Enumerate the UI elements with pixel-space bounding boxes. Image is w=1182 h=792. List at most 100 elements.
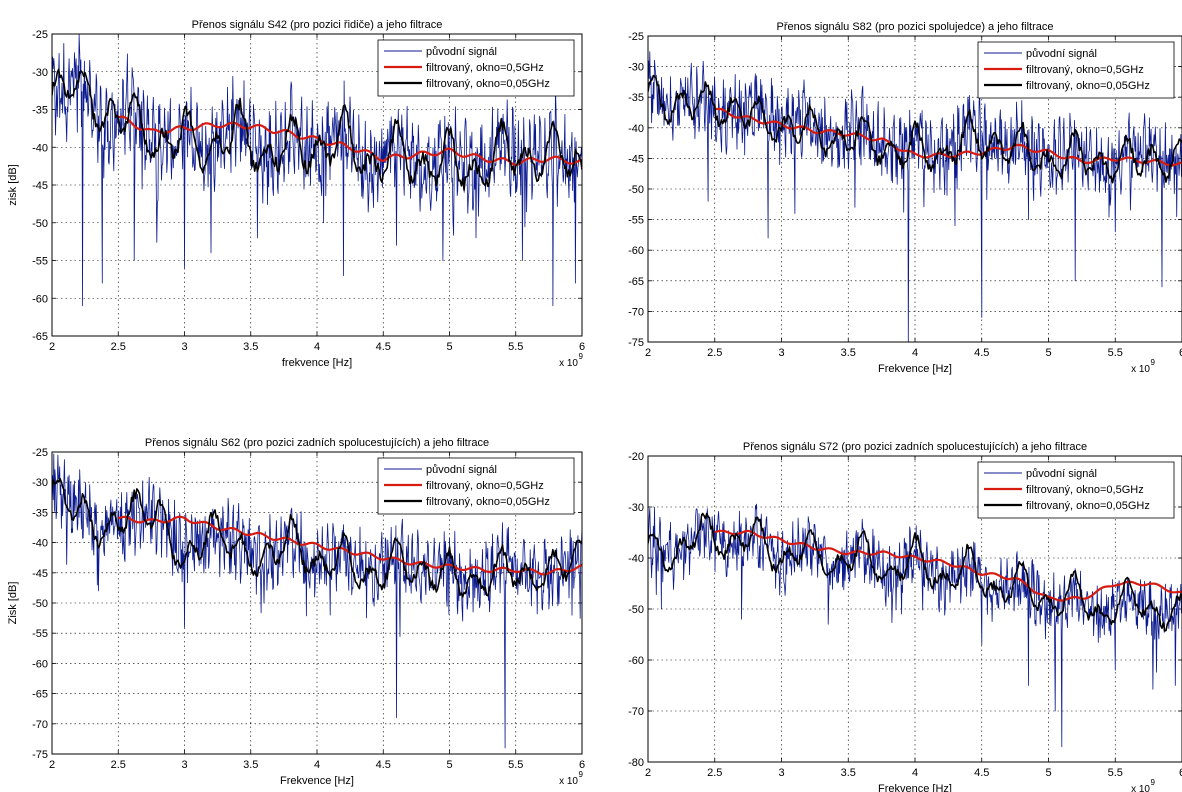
y-axis-label: zisk [dB] xyxy=(7,164,19,206)
y-tick-labels: -25 -30 -35 -40 -45 -50 -55 -60 -65 -70 -75 xyxy=(628,31,644,349)
axes-frame xyxy=(647,455,1182,763)
x-tick-label: 5.5 xyxy=(1108,347,1123,359)
y-tick-label: -60 xyxy=(32,293,48,305)
x-tick-labels: 2 2.5 3 3.5 4 4.5 5 5.5 6 xyxy=(49,341,585,353)
series-line-1 xyxy=(52,453,582,749)
x-axis-label: frekvence [Hz] xyxy=(282,357,352,369)
x-tick-label: 4.5 xyxy=(376,759,391,771)
x-tick-label: 6 xyxy=(579,759,585,771)
chart-title: Přenos signálu S82 (pro pozici spolujedc… xyxy=(777,21,1054,33)
legend-label-2: filtrovaný, okno=0,5GHz xyxy=(426,62,544,74)
x-tick-label: 2 xyxy=(49,759,55,771)
y-tick-label: -55 xyxy=(32,256,48,268)
y-tick-label: -25 xyxy=(628,31,644,43)
x-scale-multiplier: x 109 xyxy=(559,352,583,369)
chart-title: Přenos signálu S72 (pro pozici zadních s… xyxy=(743,441,1087,453)
x-tick-label: 6 xyxy=(1179,767,1182,779)
y-tick-label: -50 xyxy=(628,604,644,616)
series-group xyxy=(648,51,1182,342)
x-tick-label: 2 xyxy=(49,341,55,353)
axes-frame xyxy=(51,451,583,755)
y-tick-label: -45 xyxy=(628,153,644,165)
chart-2: 2 2.5 3 3.5 4 4.5 5 5.5 6 -25 -30 -35 -40 -45 -50 -55 -6… xyxy=(628,21,1182,375)
chart-title: Přenos signálu S42 (pro pozici řidiče) a… xyxy=(192,19,443,31)
x-scale-label: x 10 xyxy=(1131,364,1150,375)
x-tick-labels: 2 2.5 3 3.5 4 4.5 5 5.5 6 xyxy=(645,767,1182,779)
series-group xyxy=(52,34,582,307)
y-tick-label: -75 xyxy=(628,337,644,349)
x-tick-label: 4 xyxy=(912,347,918,359)
x-tick-label: 4.5 xyxy=(376,341,391,353)
y-tick-label: -55 xyxy=(628,215,644,227)
x-scale-exponent: 9 xyxy=(1151,358,1156,367)
y-tick-label: -25 xyxy=(32,29,48,41)
x-tick-label: 5.5 xyxy=(508,341,523,353)
y-tick-label: -20 xyxy=(628,451,644,463)
x-scale-multiplier: x 109 xyxy=(559,770,583,787)
y-tick-label: -40 xyxy=(32,142,48,154)
series-group xyxy=(52,453,582,749)
x-scale-exponent: 9 xyxy=(1151,778,1156,787)
series-line-3 xyxy=(52,477,582,598)
y-tick-label: -70 xyxy=(32,719,48,731)
y-tick-label: -40 xyxy=(628,123,644,135)
x-tick-label: 2 xyxy=(645,347,651,359)
x-tick-labels: 2 2.5 3 3.5 4 4.5 5 5.5 6 xyxy=(645,347,1182,359)
y-tick-label: -70 xyxy=(628,706,644,718)
x-tick-label: 4 xyxy=(314,759,320,771)
legend-label-3: filtrovaný, okno=0,05GHz xyxy=(426,78,550,90)
x-axis-label: Frekvence [Hz] xyxy=(878,783,952,792)
x-tick-label: 3 xyxy=(181,759,187,771)
y-tick-label: -45 xyxy=(32,568,48,580)
series-line-3 xyxy=(648,512,1182,632)
y-tick-label: -35 xyxy=(32,105,48,117)
x-tick-label: 3 xyxy=(181,341,187,353)
x-tick-label: 4 xyxy=(314,341,320,353)
y-tick-label: -25 xyxy=(32,447,48,459)
x-tick-label: 6 xyxy=(1179,347,1182,359)
x-tick-label: 6 xyxy=(579,341,585,353)
axes-frame xyxy=(51,33,583,337)
x-axis-label: Frekvence [Hz] xyxy=(280,775,354,787)
legend-label-1: původní signál xyxy=(1026,48,1097,60)
y-tick-labels: -25 -30 -35 -40 -45 -50 -55 -60 -65 -70 -75 xyxy=(32,447,48,761)
x-scale-label: x 10 xyxy=(1131,784,1150,792)
y-tick-label: -30 xyxy=(32,477,48,489)
legend-label-2: filtrovaný, okno=0,5GHz xyxy=(426,480,544,492)
x-tick-label: 5.5 xyxy=(1108,767,1123,779)
x-tick-label: 4 xyxy=(912,767,918,779)
legend-label-1: původní signál xyxy=(426,46,497,58)
series-group xyxy=(648,503,1182,748)
x-tick-label: 5 xyxy=(1045,767,1051,779)
y-tick-label: -40 xyxy=(628,553,644,565)
legend-label-1: původní signál xyxy=(426,464,497,476)
x-tick-label: 3.5 xyxy=(841,767,856,779)
axes-frame xyxy=(647,35,1182,343)
x-tick-label: 5.5 xyxy=(508,759,523,771)
y-tick-label: -80 xyxy=(628,757,644,769)
x-scale-label: x 10 xyxy=(559,776,578,787)
chart-title: Přenos signálu S62 (pro pozici zadních s… xyxy=(145,437,489,449)
x-tick-label: 2.5 xyxy=(707,347,722,359)
y-tick-label: -50 xyxy=(628,184,644,196)
x-tick-label: 3.5 xyxy=(243,759,258,771)
x-tick-label: 4.5 xyxy=(974,767,989,779)
series-line-2 xyxy=(714,529,1182,602)
chart-1: 2 2.5 3 3.5 4 4.5 5 5.5 6 -25 -30 -35 -40 -45 -50 -55 -6… xyxy=(7,19,585,369)
x-tick-label: 4.5 xyxy=(974,347,989,359)
x-tick-label: 2.5 xyxy=(111,759,126,771)
legend-label-3: filtrovaný, okno=0,05GHz xyxy=(1026,80,1150,92)
x-tick-label: 5 xyxy=(1045,347,1051,359)
y-tick-label: -30 xyxy=(32,67,48,79)
legend: původní signál filtrovaný, okno=0,5GHz fil… xyxy=(977,461,1175,519)
x-tick-label: 5 xyxy=(446,341,452,353)
series-line-1 xyxy=(648,503,1182,748)
x-scale-exponent: 9 xyxy=(579,352,584,361)
chart-3: 2 2.5 3 3.5 4 4.5 5 5.5 6 -25 -30 -35 -40 -45 -50 -55 -6… xyxy=(7,437,585,787)
y-tick-labels: -25 -30 -35 -40 -45 -50 -55 -60 -65 xyxy=(32,29,48,343)
y-tick-label: -75 xyxy=(32,749,48,761)
y-tick-label: -65 xyxy=(32,689,48,701)
x-tick-label: 3.5 xyxy=(841,347,856,359)
y-tick-label: -55 xyxy=(32,628,48,640)
